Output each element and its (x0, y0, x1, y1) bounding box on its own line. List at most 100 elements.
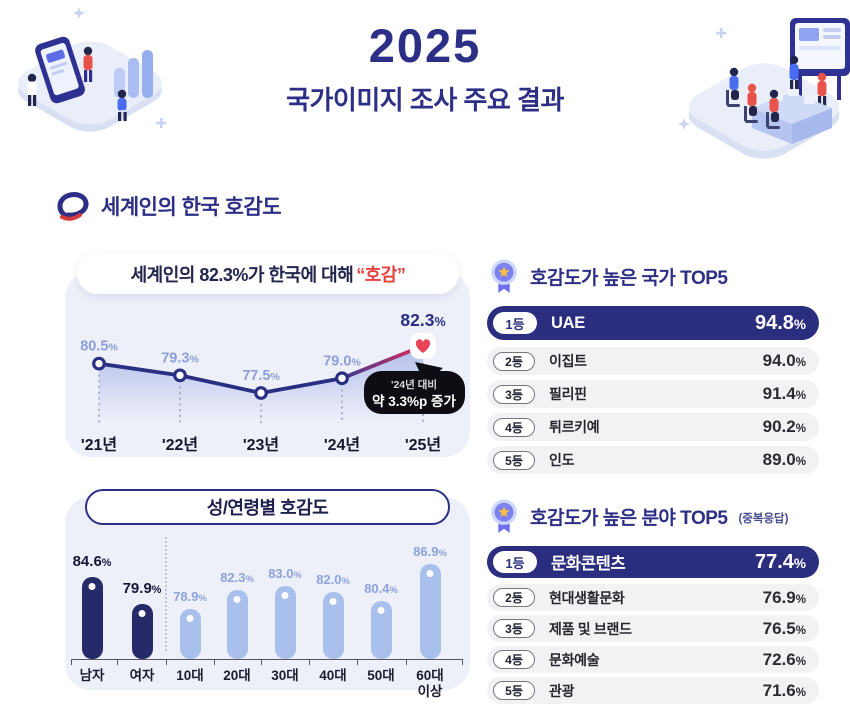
trend-value-label: 80.5% (80, 339, 118, 355)
rank-row: 4등 튀르키예 90.2% (487, 413, 819, 441)
bar-value-label: 83.0% (268, 566, 302, 582)
page-title-year: 2025 (368, 19, 482, 72)
bar (370, 600, 392, 659)
bar-category-label: 30대 (271, 668, 299, 683)
trend-chart-title: 세계인의 82.3%가 한국에 대해 “호감” (77, 254, 459, 294)
illustration-right (678, 18, 850, 159)
bar-value-label: 82.3% (220, 570, 254, 586)
rank-row: 2등 이집트 94.0% (487, 347, 819, 375)
person-figure (817, 72, 827, 108)
trend-value-label: 79.3% (161, 350, 199, 366)
rank-value: 94.0% (762, 351, 806, 370)
section-heading: 세계인의 한국 호감도 (55, 190, 282, 222)
bar (274, 586, 296, 659)
trend-line (97, 361, 344, 395)
rank-name: 인도 (549, 452, 575, 468)
rank-name: 문화예술 (549, 651, 600, 668)
bar (322, 591, 344, 659)
screen-illustration (790, 18, 850, 100)
rank-value: 76.9% (762, 587, 806, 607)
bar-value-label: 78.9% (173, 589, 207, 605)
axis-tick (71, 659, 72, 665)
bar-dot (233, 596, 241, 604)
rank-value: 89.0% (762, 450, 806, 469)
page-subtitle: 국가이미지 조사 주요 결과 (286, 85, 564, 115)
axis-tick (357, 659, 358, 665)
trend-year-label: '22년 (162, 435, 198, 454)
bar-value-label: 82.0% (316, 571, 350, 587)
gender-age-divider (165, 537, 167, 651)
rank-value: 94.8% (754, 311, 806, 334)
trend-point (254, 386, 268, 400)
rank-row: 2등 현대생활문화 76.9% (487, 584, 819, 611)
person-figure (744, 83, 758, 123)
top-countries-list: 1등 UAE 94.8% 2등 이집트 94.0% 3등 필리핀 91.4% 4등 튀르키예 90.2… (487, 306, 819, 474)
axis-tick (309, 659, 310, 665)
rank-row: 4등 문화예술 72.6% (487, 646, 819, 673)
bar (131, 603, 153, 659)
top-fields-header: 호감도가 높은 분야 TOP5 (중복응답) (487, 496, 819, 536)
bar-dot (377, 606, 385, 614)
trend-year-label: '25년 (405, 435, 441, 454)
bar-category-label: 40대 (319, 668, 347, 683)
top-countries-header: 호감도가 높은 국가 TOP5 (487, 256, 819, 296)
bar-value-label: 86.9% (413, 544, 447, 560)
rank-name: 관광 (549, 682, 575, 699)
trend-value-label: 79.0% (323, 353, 361, 369)
axis-tick (117, 659, 118, 665)
trend-area-fill (99, 345, 423, 422)
rank-name: UAE (551, 313, 585, 332)
rank-badge: 3등 (493, 384, 535, 404)
axis-tick (166, 659, 167, 665)
bar-value-label: 84.6% (72, 553, 112, 571)
person-figure (27, 73, 37, 106)
bar-category-label: 10대 (176, 668, 204, 683)
person-figure (726, 67, 740, 107)
trend-value-label: 82.3% (400, 310, 445, 330)
bar-category-label: 50대 (367, 668, 395, 683)
trend-chart-card: '24년 대비 약 3.3%p 증가 80.5% 79.3% 77.5% 79.0% 82.… (65, 272, 470, 457)
rank-row: 1등 문화콘텐츠 77.4% (487, 546, 819, 578)
bar-dot (329, 597, 337, 605)
rank-badge: 4등 (493, 417, 535, 437)
rank-name: 이집트 (549, 353, 587, 369)
axis-tick (213, 659, 215, 665)
bar-dot (281, 592, 289, 600)
rank-value: 91.4% (762, 384, 806, 403)
bar-chart: 84.6% 남자 79.9% 여자 78.9% 10대 82.3% 20대 83.0% 30대 82… (65, 497, 470, 699)
trend-point (92, 356, 106, 371)
bar-value-label: 80.4% (364, 580, 398, 596)
svg-text:약 3.3%p 증가: 약 3.3%p 증가 (372, 393, 456, 409)
trend-title-text: 세계인의 82.3%가 한국에 대해 (130, 265, 354, 285)
phone-illustration (35, 36, 85, 104)
rank-row: 3등 필리핀 91.4% (487, 380, 819, 408)
bar-axis (71, 659, 463, 660)
person-figure (766, 89, 780, 129)
rank-badge: 1등 (493, 551, 537, 573)
trend-year-label: '23년 (243, 435, 279, 454)
rank-name: 문화콘텐츠 (551, 555, 626, 573)
rank-badge: 4등 (493, 650, 535, 669)
bar (226, 590, 248, 659)
rank-name: 필리핀 (549, 386, 587, 402)
rank-value: 71.6% (762, 680, 806, 700)
bar-dot (88, 583, 96, 591)
trend-line-highlight (340, 344, 425, 381)
rank-badge: 2등 (493, 351, 535, 371)
logo-swoosh-icon (57, 192, 89, 221)
plus-sparkle-icon (716, 28, 727, 38)
rank-badge: 3등 (493, 619, 535, 638)
sparkle-icon (73, 7, 85, 19)
bar-category-label: 남자 (79, 668, 105, 683)
medal-icon (491, 259, 517, 293)
rank-value: 77.4% (754, 550, 806, 573)
rank-badge: 1등 (493, 312, 537, 334)
bar-dot (186, 615, 194, 623)
rank-badge: 2등 (493, 588, 535, 607)
bar-dot (426, 570, 434, 578)
bar-chart-title: 성/연령별 호감도 (85, 489, 450, 525)
illustration-left (18, 7, 167, 132)
rank-value: 72.6% (762, 649, 806, 669)
trend-title-highlight: “호감” (356, 265, 406, 285)
